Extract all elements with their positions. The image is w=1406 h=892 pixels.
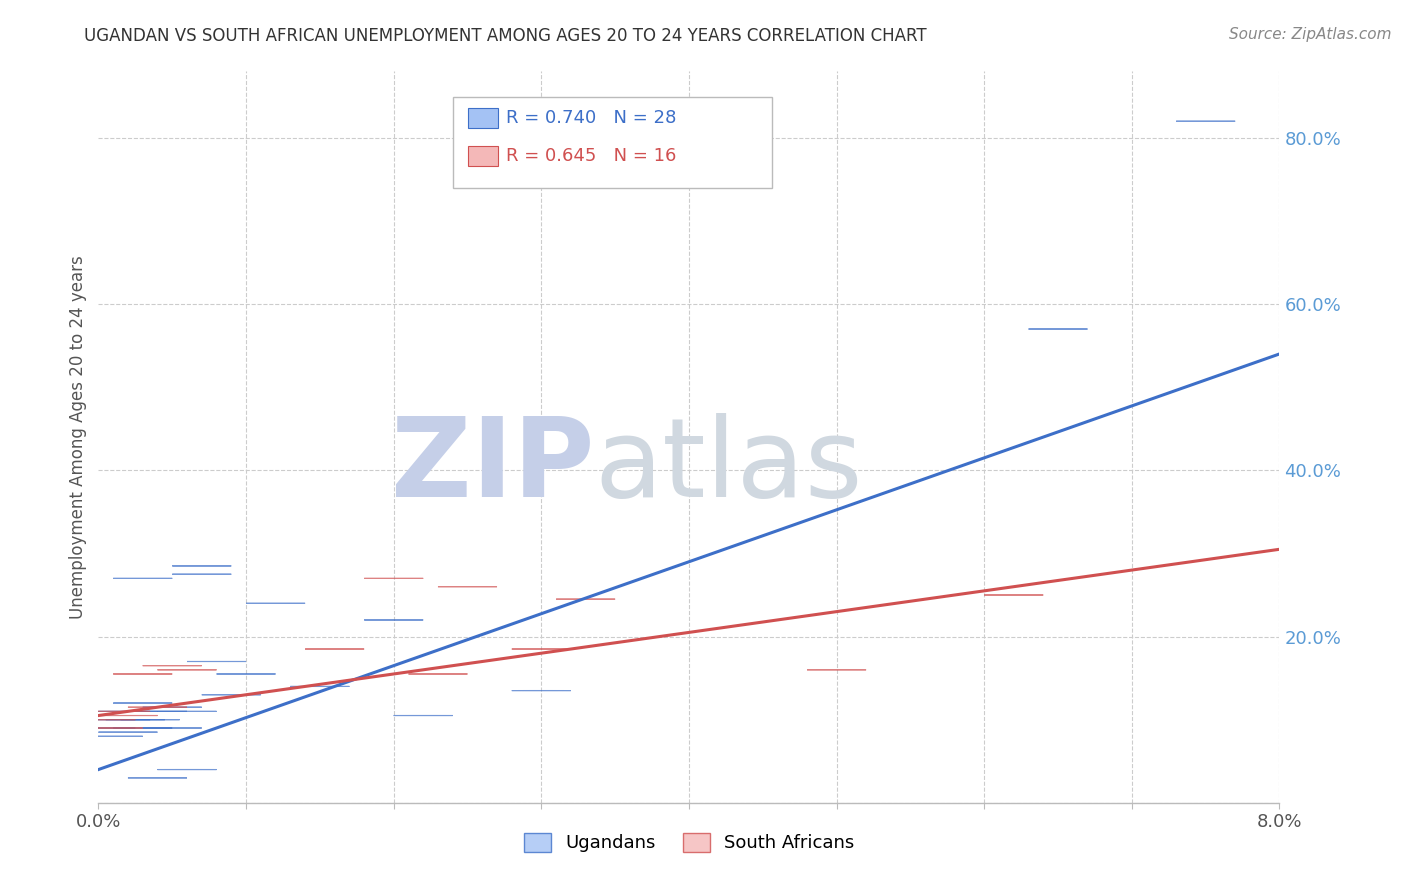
FancyBboxPatch shape — [453, 97, 772, 188]
FancyBboxPatch shape — [468, 108, 498, 128]
Y-axis label: Unemployment Among Ages 20 to 24 years: Unemployment Among Ages 20 to 24 years — [69, 255, 87, 619]
Text: ZIP: ZIP — [391, 413, 595, 520]
Legend: Ugandans, South Africans: Ugandans, South Africans — [516, 826, 862, 860]
Text: Source: ZipAtlas.com: Source: ZipAtlas.com — [1229, 27, 1392, 42]
Text: R = 0.740   N = 28: R = 0.740 N = 28 — [506, 109, 676, 128]
Text: atlas: atlas — [595, 413, 863, 520]
FancyBboxPatch shape — [468, 146, 498, 167]
Text: R = 0.645   N = 16: R = 0.645 N = 16 — [506, 147, 676, 165]
Text: UGANDAN VS SOUTH AFRICAN UNEMPLOYMENT AMONG AGES 20 TO 24 YEARS CORRELATION CHAR: UGANDAN VS SOUTH AFRICAN UNEMPLOYMENT AM… — [84, 27, 927, 45]
